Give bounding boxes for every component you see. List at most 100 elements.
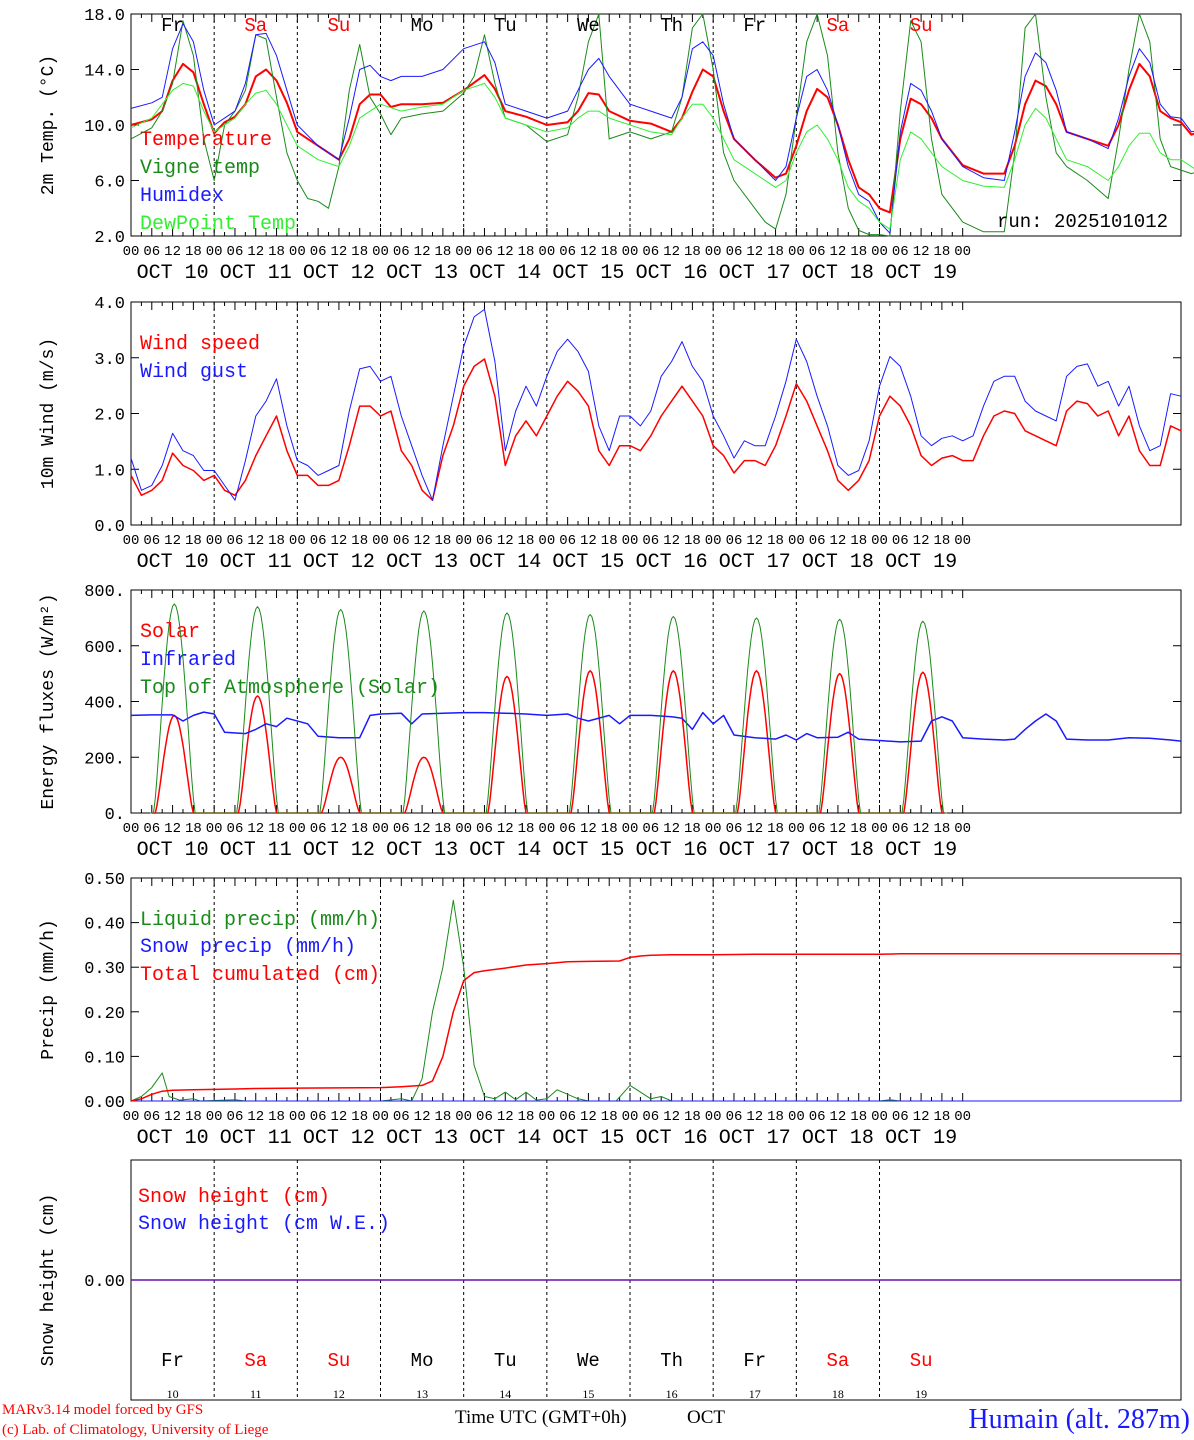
x-hour-label: 00 bbox=[206, 1109, 223, 1125]
series-line-total-cumulated-cm- bbox=[130, 953, 1181, 1102]
panel-4: 0.00 0.10 0.20 0.30 0.40 0.50 Precip (mm/h) Liq… bbox=[39, 871, 1182, 1150]
footer-station-name: Humain (alt. 287m) bbox=[968, 1404, 1190, 1435]
x-hour-label: 12 bbox=[414, 1109, 431, 1125]
x-date-label: OCT 10 bbox=[137, 262, 209, 285]
x-date-label: OCT 18 bbox=[802, 551, 874, 574]
x-hour-label: 18 bbox=[850, 244, 867, 260]
x-hour-label: 06 bbox=[726, 244, 743, 260]
x-hour-label: 00 bbox=[289, 1109, 306, 1125]
footer-lab-credit: (c) Lab. of Climatology, University of L… bbox=[2, 1422, 269, 1438]
x-hour-label: 06 bbox=[892, 244, 909, 260]
weekday-label: Th bbox=[660, 15, 683, 37]
x-hour-label: 00 bbox=[788, 821, 805, 837]
x-hour-label: 18 bbox=[518, 533, 535, 549]
y-tick-label: 2.0 bbox=[94, 407, 125, 426]
series-line-infrared bbox=[130, 711, 1182, 743]
day-number: 18 bbox=[832, 1387, 844, 1401]
x-hour-label: 18 bbox=[850, 821, 867, 837]
x-hour-label: 12 bbox=[414, 821, 431, 837]
day-number: 15 bbox=[582, 1387, 594, 1401]
x-hour-label: 00 bbox=[206, 821, 223, 837]
x-hour-label: 12 bbox=[663, 1109, 680, 1125]
x-hour-label: 18 bbox=[434, 1109, 451, 1125]
weekday-label: Sa bbox=[244, 1350, 267, 1372]
x-hour-label: 12 bbox=[497, 244, 514, 260]
x-hour-label: 18 bbox=[434, 533, 451, 549]
x-hour-label: 06 bbox=[726, 533, 743, 549]
day-number: 12 bbox=[333, 1387, 345, 1401]
x-hour-label: 00 bbox=[705, 821, 722, 837]
day-number: 19 bbox=[915, 1387, 927, 1401]
x-hour-label: 12 bbox=[913, 1109, 930, 1125]
weekday-label: Tu bbox=[494, 1350, 517, 1372]
y-tick-label: 2.0 bbox=[94, 229, 125, 248]
x-date-label: OCT 18 bbox=[802, 1127, 874, 1150]
series-line-liquid-precip-mm-h- bbox=[130, 899, 1181, 1102]
x-hour-label: 06 bbox=[642, 244, 659, 260]
x-hour-label: 06 bbox=[892, 1109, 909, 1125]
y-tick-label: 0.10 bbox=[84, 1049, 125, 1068]
x-hour-label: 06 bbox=[143, 821, 160, 837]
x-hour-label: 18 bbox=[601, 533, 618, 549]
x-hour-label: 18 bbox=[767, 821, 784, 837]
x-hour-label: 18 bbox=[933, 244, 950, 260]
x-hour-label: 00 bbox=[372, 1109, 389, 1125]
weekday-label: Su bbox=[328, 1350, 351, 1372]
legend-entry: Solar bbox=[140, 621, 200, 644]
x-date-label: OCT 13 bbox=[386, 551, 458, 574]
legend-entry: Snow height (cm W.E.) bbox=[138, 1213, 390, 1236]
weekday-label: Mo bbox=[411, 15, 434, 37]
x-hour-label: 12 bbox=[913, 533, 930, 549]
x-hour-label: 00 bbox=[289, 533, 306, 549]
x-hour-label: 18 bbox=[684, 244, 701, 260]
legend-entry: DewPoint Temp bbox=[140, 213, 296, 236]
x-hour-label: 06 bbox=[143, 533, 160, 549]
x-date-label: OCT 15 bbox=[552, 262, 624, 285]
series-line-humidex bbox=[130, 23, 1194, 234]
x-hour-label: 06 bbox=[809, 533, 826, 549]
x-hour-label: 00 bbox=[705, 533, 722, 549]
x-hour-label: 12 bbox=[414, 244, 431, 260]
x-hour-label: 12 bbox=[247, 533, 264, 549]
x-date-label: OCT 18 bbox=[802, 262, 874, 285]
legend-entry: Wind gust bbox=[140, 361, 248, 384]
x-date-label: OCT 10 bbox=[137, 551, 209, 574]
y-tick-label: 10.0 bbox=[84, 118, 125, 137]
x-hour-label: 12 bbox=[497, 533, 514, 549]
x-hour-label: 12 bbox=[580, 821, 597, 837]
x-hour-label: 06 bbox=[642, 533, 659, 549]
y-tick-label: 4.0 bbox=[94, 295, 125, 314]
x-hour-label: 00 bbox=[289, 244, 306, 260]
x-hour-label: 00 bbox=[123, 821, 140, 837]
x-hour-label: 12 bbox=[663, 244, 680, 260]
x-hour-label: 18 bbox=[185, 1109, 202, 1125]
x-hour-label: 00 bbox=[622, 821, 639, 837]
y-axis-label: 10m Wind (m/s) bbox=[39, 338, 59, 489]
plot-frame bbox=[130, 301, 1182, 526]
x-hour-label: 12 bbox=[414, 533, 431, 549]
x-date-label: OCT 16 bbox=[636, 1127, 708, 1150]
footer-month-label: OCT bbox=[687, 1407, 725, 1428]
x-hour-label: 12 bbox=[830, 821, 847, 837]
legend-entry: Snow height (cm) bbox=[138, 1186, 330, 1209]
x-date-label: OCT 15 bbox=[552, 1127, 624, 1150]
y-tick-label: 0.20 bbox=[84, 1005, 125, 1024]
x-hour-label: 00 bbox=[455, 1109, 472, 1125]
x-hour-label: 18 bbox=[518, 821, 535, 837]
y-tick-label: 400. bbox=[84, 695, 125, 714]
day-number: 13 bbox=[416, 1387, 428, 1401]
x-hour-label: 12 bbox=[331, 1109, 348, 1125]
day-number: 16 bbox=[666, 1387, 678, 1401]
x-hour-label: 18 bbox=[767, 244, 784, 260]
x-hour-label: 06 bbox=[476, 244, 493, 260]
y-tick-label: 6.0 bbox=[94, 174, 125, 193]
x-hour-label: 12 bbox=[247, 1109, 264, 1125]
legend-entry: Wind speed bbox=[140, 333, 260, 356]
legend-entry: Snow precip (mm/h) bbox=[140, 936, 356, 959]
x-hour-label: 18 bbox=[933, 821, 950, 837]
x-hour-label: 12 bbox=[164, 1109, 181, 1125]
series-line-wind-speed bbox=[130, 358, 1182, 501]
x-hour-label: 18 bbox=[933, 533, 950, 549]
x-hour-label: 12 bbox=[331, 533, 348, 549]
x-date-label: OCT 14 bbox=[469, 262, 541, 285]
